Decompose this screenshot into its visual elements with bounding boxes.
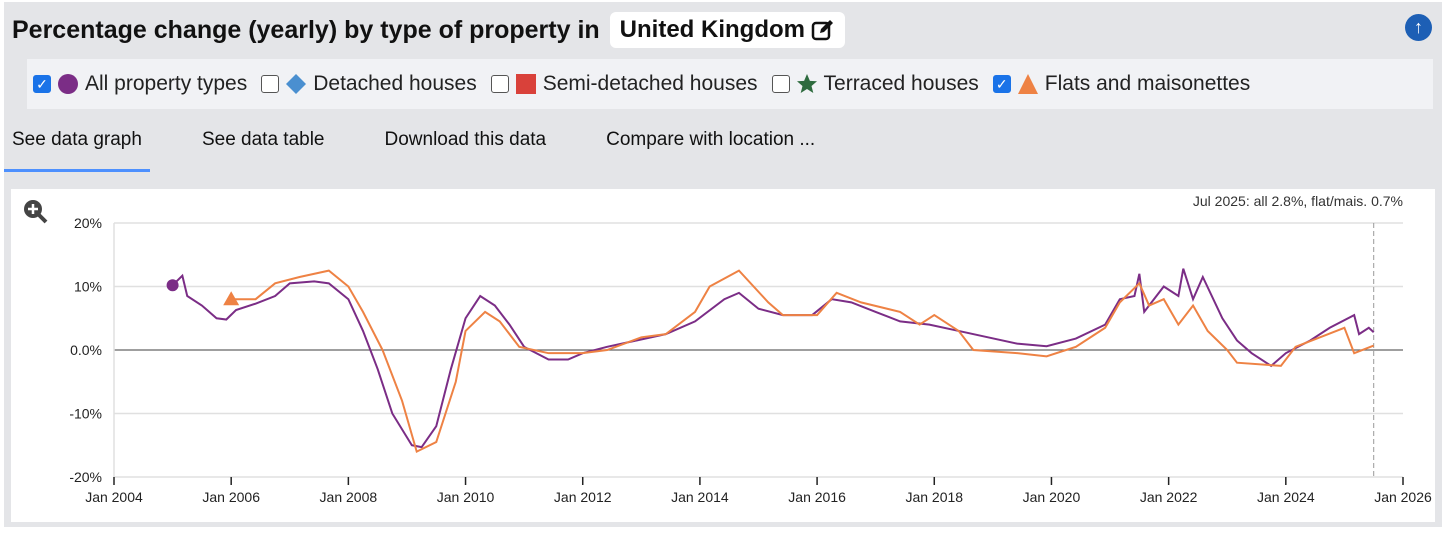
x-tick-label: Jan 2024 [1257,489,1315,505]
checkbox[interactable] [261,75,280,93]
tab-download-data[interactable]: Download this data [384,129,547,150]
chart-svg: 20% 10% 0.0% -10% -20% Jan 2004 Jan 2006 Jan 20… [24,193,1432,505]
x-tick-label: Jan 2022 [1140,489,1198,505]
triangle-icon [1017,73,1039,95]
x-tick-label: Jan 2008 [320,489,378,505]
y-tick-label: 10% [74,279,102,295]
y-tick-label: -20% [69,469,102,485]
diamond-icon [285,73,307,95]
series-start-marker [166,279,179,292]
location-name: United Kingdom [619,16,805,43]
legend-item[interactable]: Terraced houses [771,72,979,96]
y-tick-label: 0.0% [70,342,102,358]
checkbox[interactable]: ✓ [992,75,1011,93]
x-tick-label: Jan 2016 [788,489,846,505]
legend-label: Semi-detached houses [542,72,758,95]
edit-icon[interactable] [811,18,835,42]
series-line [171,268,1375,449]
legend-item[interactable]: Detached houses [261,72,477,96]
arrow-up-circle-icon[interactable]: ↑ [1405,14,1432,41]
legend: ✓ All property types Detached houses Semi-d… [27,59,1433,109]
square-icon [515,73,537,95]
x-tick-label: Jan 2026 [1374,489,1432,505]
chart-panel: Percentage change (yearly) by type of pr… [4,2,1442,527]
series-start-marker [223,291,240,306]
y-tick-label: -10% [69,406,102,422]
x-tick-label: Jan 2012 [554,489,612,505]
title-text: Percentage change (yearly) by type of pr… [12,15,600,44]
tab-bar: See data graph See data table Download t… [4,120,867,172]
page-title: Percentage change (yearly) by type of pr… [12,12,845,48]
legend-item[interactable]: ✓ Flats and maisonettes [992,72,1251,96]
location-selector[interactable]: United Kingdom [609,12,845,48]
checkbox[interactable]: ✓ [33,75,51,93]
x-tick-label: Jan 2004 [85,489,143,505]
tab-see-data-table[interactable]: See data table [201,129,325,150]
star-icon [796,73,818,95]
legend-label: Detached houses [313,72,477,95]
y-tick-label: 20% [74,215,102,231]
legend-item[interactable]: Semi-detached houses [490,72,758,96]
legend-label: All property types [85,72,248,95]
legend-item[interactable]: ✓ All property types [33,72,247,96]
series-line [231,269,1375,454]
legend-label: Flats and maisonettes [1044,72,1251,95]
x-tick-label: Jan 2010 [437,489,495,505]
line-chart: 20% 10% 0.0% -10% -20% Jan 2004 Jan 2006 Jan 20… [11,189,1435,522]
legend-label: Terraced houses [823,72,979,95]
circle-icon [57,73,79,95]
x-tick-label: Jan 2020 [1023,489,1081,505]
x-tick-label: Jan 2018 [905,489,963,505]
tab-compare-location[interactable]: Compare with location ... [606,129,816,150]
x-tick-label: Jan 2006 [202,489,260,505]
x-tick-label: Jan 2014 [671,489,729,505]
tab-see-data-graph[interactable]: See data graph [4,120,150,172]
checkbox[interactable] [490,75,509,93]
checkbox[interactable] [771,75,790,93]
hover-annotation: Jul 2025: all 2.8%, flat/mais. 0.7% [1193,193,1403,209]
zoom-icon[interactable] [24,200,48,224]
